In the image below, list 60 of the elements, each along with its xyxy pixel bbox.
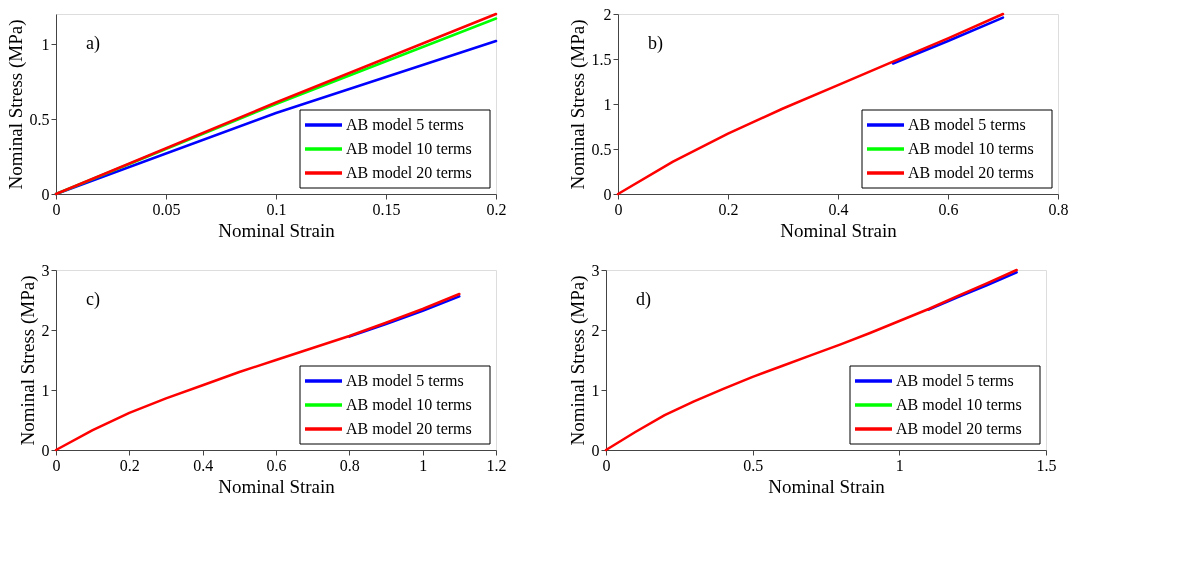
y-axis-title: Nominal Stress (MPa): [566, 275, 589, 446]
legend-label: AB model 5 terms: [896, 372, 1014, 389]
x-tick-label: 1.5: [1036, 456, 1057, 474]
annotation: c): [86, 289, 100, 310]
x-axis-title: Nominal Strain: [218, 475, 336, 497]
x-tick-label: 0: [52, 200, 61, 218]
x-tick-label: 0.15: [372, 200, 401, 218]
x-tick-label: 0.6: [938, 200, 959, 218]
x-tick-label: 0.4: [828, 200, 849, 218]
x-axis-title: Nominal Strain: [218, 219, 336, 241]
y-tick-label: 0.5: [29, 110, 50, 128]
legend-label: AB model 20 terms: [346, 420, 472, 437]
y-tick-label: 1: [591, 381, 600, 399]
y-tick-label: 0: [603, 185, 612, 203]
y-tick-label: 2: [603, 5, 612, 23]
y-tick-label: 1: [603, 95, 612, 113]
y-tick-label: 3: [41, 261, 50, 279]
legend-label: AB model 10 terms: [346, 396, 472, 413]
y-tick-label: 0: [591, 441, 600, 459]
legend-label: AB model 10 terms: [346, 140, 472, 157]
legend-label: AB model 20 terms: [908, 164, 1034, 181]
y-axis-title: Nominal Stress (MPa): [566, 19, 589, 190]
y-tick-label: 2: [591, 321, 600, 339]
y-axis-title: Nominal Stress (MPa): [4, 19, 27, 190]
x-tick-label: 0.8: [1048, 200, 1069, 218]
annotation: d): [636, 289, 651, 310]
x-tick-label: 0.5: [743, 456, 764, 474]
x-tick-label: 0.8: [339, 456, 360, 474]
y-tick-label: 2: [41, 321, 50, 339]
x-tick-label: 0.1: [266, 200, 287, 218]
x-tick-label: 0: [614, 200, 623, 218]
x-axis-title: Nominal Strain: [780, 219, 898, 241]
y-tick-label: 1: [41, 381, 50, 399]
x-axis-title: Nominal Strain: [768, 475, 886, 497]
y-tick-label: 1.5: [591, 50, 612, 68]
x-tick-label: 1.2: [486, 456, 507, 474]
legend-label: AB model 20 terms: [896, 420, 1022, 437]
x-tick-label: 1: [895, 456, 904, 474]
legend-label: AB model 10 terms: [908, 140, 1034, 157]
y-tick-label: 0.5: [591, 140, 612, 158]
annotation: b): [648, 33, 663, 54]
x-tick-label: 0.05: [152, 200, 181, 218]
y-tick-label: 0: [41, 185, 50, 203]
legend-label: AB model 5 terms: [346, 116, 464, 133]
legend-label: AB model 10 terms: [896, 396, 1022, 413]
x-tick-label: 0.2: [718, 200, 739, 218]
y-tick-label: 1: [41, 35, 50, 53]
x-tick-label: 1: [419, 456, 428, 474]
x-tick-label: 0.4: [193, 456, 214, 474]
y-tick-label: 3: [591, 261, 600, 279]
x-tick-label: 0.6: [266, 456, 287, 474]
legend-label: AB model 5 terms: [908, 116, 1026, 133]
annotation: a): [86, 33, 100, 54]
y-axis-title: Nominal Stress (MPa): [16, 275, 39, 446]
x-tick-label: 0.2: [119, 456, 140, 474]
y-tick-label: 0: [41, 441, 50, 459]
x-tick-label: 0: [52, 456, 61, 474]
x-tick-label: 0.2: [486, 200, 507, 218]
legend-label: AB model 20 terms: [346, 164, 472, 181]
legend-label: AB model 5 terms: [346, 372, 464, 389]
